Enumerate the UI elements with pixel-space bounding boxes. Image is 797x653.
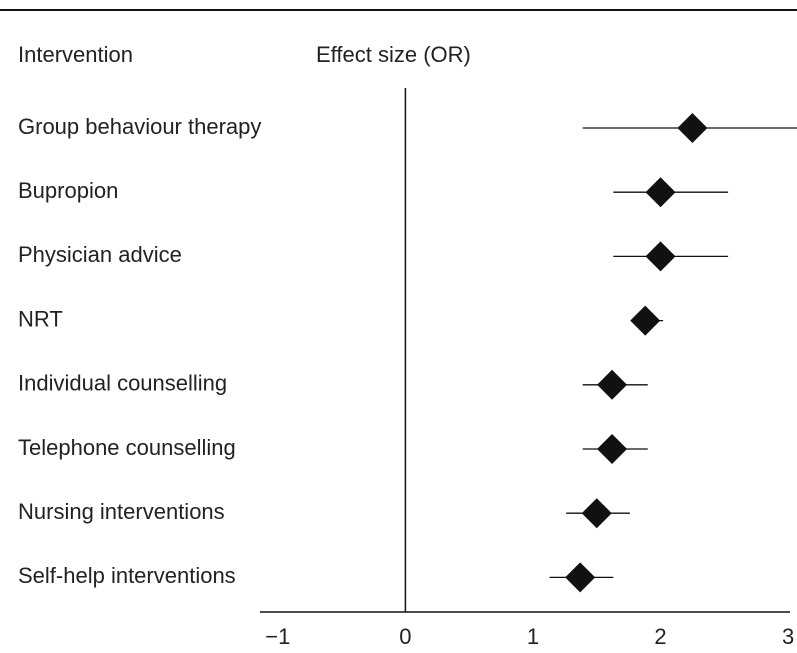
category-label: Group behaviour therapy: [18, 114, 261, 139]
x-tick-label: 2: [654, 624, 666, 649]
value-header: Effect size (OR): [316, 42, 471, 67]
x-tick-label: 1: [527, 624, 539, 649]
category-label: Physician advice: [18, 242, 182, 267]
x-tick-label: 3: [782, 624, 794, 649]
effect-diamond: [565, 562, 596, 593]
effect-diamond: [581, 498, 612, 529]
effect-diamond: [677, 113, 708, 143]
effect-diamond: [645, 177, 676, 208]
effect-diamond: [597, 369, 628, 400]
category-label: Telephone counselling: [18, 435, 236, 460]
category-label: Bupropion: [18, 178, 118, 203]
effect-diamond: [597, 434, 628, 464]
category-header: Intervention: [18, 42, 133, 67]
x-tick-label: −1: [265, 624, 290, 649]
effect-diamond: [645, 241, 676, 272]
category-label: NRT: [18, 306, 63, 331]
category-label: Individual counselling: [18, 371, 227, 396]
x-tick-label: 0: [399, 624, 411, 649]
category-label: Nursing interventions: [18, 499, 225, 524]
category-label: Self-help interventions: [18, 563, 236, 588]
effect-diamond: [630, 305, 661, 336]
